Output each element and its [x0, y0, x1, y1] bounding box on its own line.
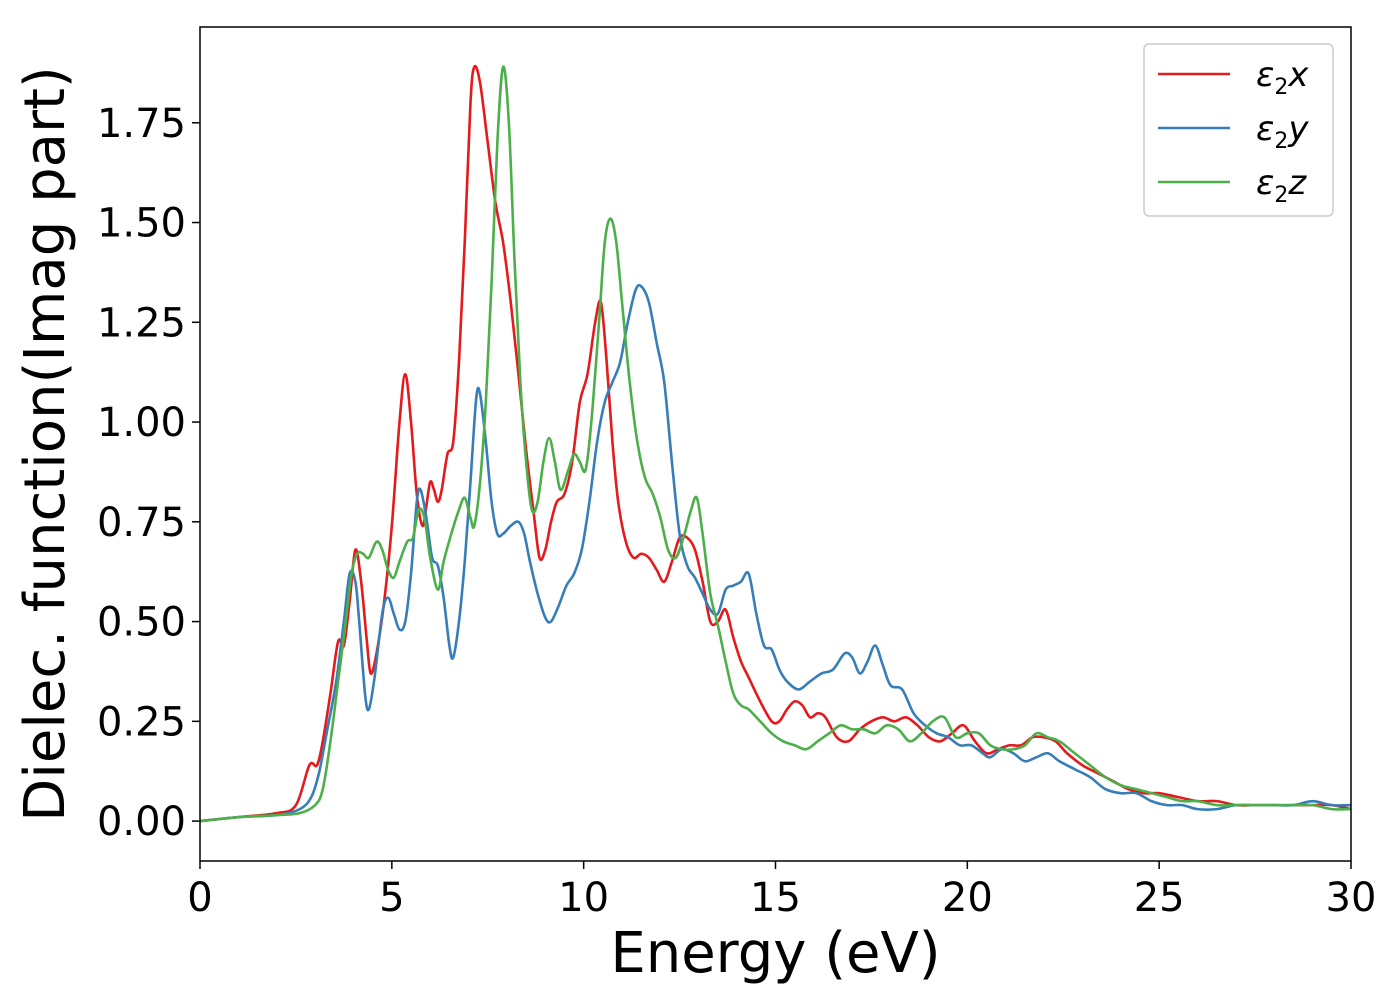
- x-tick-label: 30: [1326, 875, 1377, 921]
- y-tick-label: 1.25: [97, 300, 186, 346]
- x-tick-label: 25: [1134, 875, 1185, 921]
- x-axis-label: Energy (eV): [610, 921, 940, 986]
- y-tick-label: 0.75: [97, 500, 186, 546]
- y-tick-label: 1.50: [97, 201, 186, 247]
- x-tick-label: 5: [379, 875, 404, 921]
- x-tick-label: 10: [558, 875, 609, 921]
- legend-label-z: ε2z: [1256, 163, 1307, 208]
- legend-box: [1143, 43, 1334, 217]
- series-layer: [200, 64, 1351, 823]
- series-line-y: [200, 283, 1351, 823]
- x-axis-ticks: 0 5 10 15 20 25 30: [187, 861, 1376, 921]
- y-axis-label: Dielec. function(Imag part): [13, 66, 78, 822]
- series-line-x: [200, 64, 1351, 823]
- legend: ε2x ε2y ε2z: [1143, 43, 1334, 217]
- y-tick-label: 0.00: [97, 799, 186, 845]
- series-line-z: [200, 65, 1351, 823]
- legend-label-y: ε2y: [1256, 109, 1309, 154]
- y-tick-label: 0.25: [97, 699, 186, 745]
- y-tick-label: 0.50: [97, 600, 186, 646]
- y-axis-ticks: 0.00 0.25 0.50 0.75 1.00 1.25 1.50 1.75: [97, 101, 200, 845]
- x-tick-label: 15: [750, 875, 801, 921]
- x-tick-label: 0: [187, 875, 212, 921]
- y-tick-label: 1.75: [97, 101, 186, 147]
- x-tick-label: 20: [942, 875, 993, 921]
- y-tick-label: 1.00: [97, 400, 186, 446]
- legend-label-x: ε2x: [1256, 55, 1309, 100]
